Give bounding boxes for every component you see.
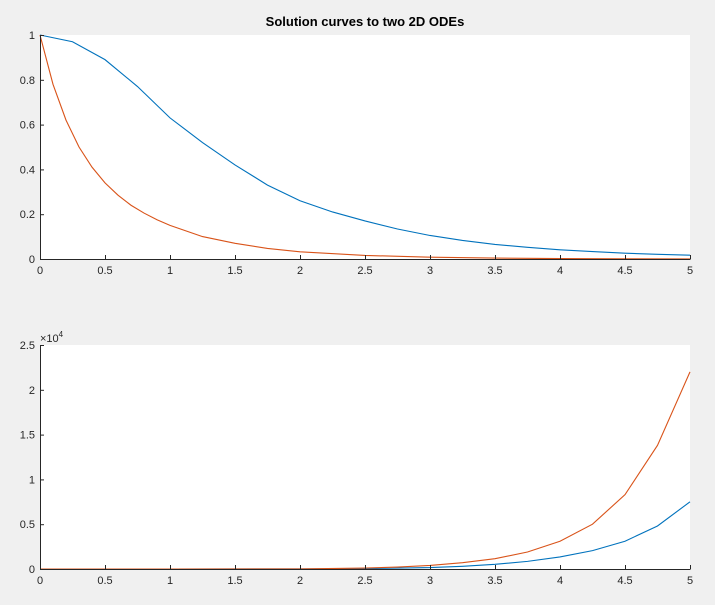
bottom-x-tick-label: 1.5 — [227, 575, 242, 587]
top-x-tick-label: 2.5 — [357, 265, 372, 277]
top-axes: 0 0.5 1 1.5 2 2.5 3 3.5 4 4.5 5 0 0.2 0.4 0.6 0.8 1 Solu… — [20, 14, 693, 277]
top-series-line-1 — [39, 34, 691, 256]
bottom-y-tick-label: 2 — [29, 385, 35, 397]
top-y-tick-label: 0.8 — [20, 75, 35, 87]
top-series-layer — [39, 34, 691, 260]
top-x-tick-label: 1 — [167, 265, 173, 277]
bottom-x-tick-label: 2.5 — [357, 575, 372, 587]
bottom-x-tick-label: 1 — [167, 575, 173, 587]
bottom-axes: 0 0.5 1 1.5 2 2.5 3 3.5 4 4.5 500.511.522.5 ×104 — [20, 330, 693, 587]
bottom-x-tick-label: 5 — [687, 575, 693, 587]
bottom-axes-box — [40, 345, 691, 570]
top-y-tick-label: 0 — [29, 254, 35, 266]
top-x-tick-label: 2 — [297, 265, 303, 277]
bottom-y-tick-label: 1.5 — [20, 430, 35, 442]
top-y-tick-label: 1 — [29, 30, 35, 42]
top-x-tick-label: 5 — [687, 265, 693, 277]
top-chart-title: Solution curves to two 2D ODEs — [266, 14, 465, 29]
bottom-x-tick-label: 0 — [37, 575, 43, 587]
bottom-x-tick-label: 3.5 — [487, 575, 502, 587]
bottom-axes-background — [40, 345, 690, 569]
top-axes-box — [40, 35, 691, 260]
top-x-tick-label: 0.5 — [97, 265, 112, 277]
top-y-tick-label: 0.2 — [20, 209, 35, 221]
bottom-x-tick-label: 4 — [557, 575, 563, 587]
bottom-y-exponent-power: 4 — [59, 330, 64, 339]
bottom-y-tick-label: 0.5 — [20, 519, 35, 531]
bottom-y-tick-label: 0 — [29, 564, 35, 576]
top-ticks-layer: 0 0.5 1 1.5 2 2.5 3 3.5 4 4.5 5 0 0.2 0.4 0.6 0.8 1 — [20, 30, 693, 277]
bottom-y-tick-label: 2.5 — [20, 340, 35, 352]
top-axes-background — [40, 35, 690, 259]
top-x-tick-label: 4.5 — [617, 265, 632, 277]
bottom-series-line-2 — [40, 371, 691, 570]
top-y-tick-label: 0.4 — [20, 164, 35, 176]
bottom-x-tick-label: 0.5 — [97, 575, 112, 587]
bottom-y-exponent-label: ×104 — [40, 330, 64, 345]
top-y-tick-label: 0.6 — [20, 120, 35, 132]
bottom-x-tick-label: 4.5 — [617, 575, 632, 587]
top-x-tick-label: 0 — [37, 265, 43, 277]
top-x-tick-label: 3.5 — [487, 265, 502, 277]
top-x-tick-label: 1.5 — [227, 265, 242, 277]
bottom-x-tick-label: 2 — [297, 575, 303, 587]
bottom-ticks-layer: 0 0.5 1 1.5 2 2.5 3 3.5 4 4.5 5 0 0.5 1 1.5 2 2.5 — [20, 340, 693, 587]
top-series-line-2 — [39, 34, 691, 260]
bottom-y-exponent-base: ×10 — [40, 333, 59, 345]
bottom-x-tick-label: 3 — [427, 575, 433, 587]
bottom-y-tick-label: 1 — [29, 474, 35, 486]
top-x-tick-label: 3 — [427, 265, 433, 277]
top-x-tick-label: 4 — [557, 265, 563, 277]
